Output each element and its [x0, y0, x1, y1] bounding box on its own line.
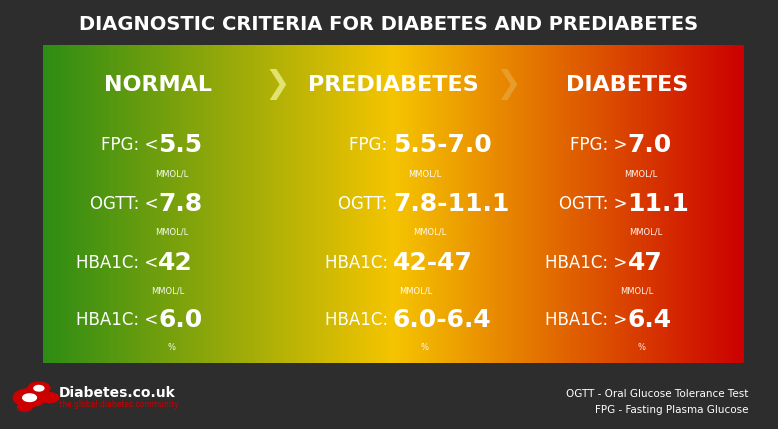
Circle shape: [34, 386, 44, 391]
Text: FPG:: FPG:: [349, 136, 393, 154]
Text: 6.0-6.4: 6.0-6.4: [393, 308, 492, 332]
Text: HBA1C: <: HBA1C: <: [76, 311, 159, 329]
Text: DIABETES: DIABETES: [566, 75, 689, 95]
Text: OGTT: <: OGTT: <: [89, 195, 159, 213]
Text: FPG: <: FPG: <: [101, 136, 159, 154]
Text: DIAGNOSTIC CRITERIA FOR DIABETES AND PREDIABETES: DIAGNOSTIC CRITERIA FOR DIABETES AND PRE…: [79, 15, 699, 33]
Text: MMOL/L: MMOL/L: [412, 228, 446, 237]
Text: 11.1: 11.1: [627, 192, 689, 216]
Text: 5.5-7.0: 5.5-7.0: [393, 133, 492, 157]
Text: MMOL/L: MMOL/L: [156, 169, 188, 178]
Text: 42: 42: [159, 251, 193, 275]
Text: Diabetes.co.uk: Diabetes.co.uk: [59, 386, 176, 399]
Text: %: %: [168, 343, 176, 352]
Circle shape: [13, 389, 46, 407]
Text: FPG - Fasting Plasma Glucose: FPG - Fasting Plasma Glucose: [595, 405, 748, 415]
Text: 7.0: 7.0: [627, 133, 671, 157]
Text: OGTT:: OGTT:: [338, 195, 393, 213]
Text: ❯: ❯: [265, 69, 290, 100]
Text: 6.0: 6.0: [159, 308, 202, 332]
Text: MMOL/L: MMOL/L: [620, 287, 654, 296]
Text: OGTT: >: OGTT: >: [559, 195, 627, 213]
Text: HBA1C: >: HBA1C: >: [545, 254, 627, 272]
Text: HBA1C: <: HBA1C: <: [76, 254, 159, 272]
Text: HBA1C:: HBA1C:: [324, 254, 393, 272]
Text: MMOL/L: MMOL/L: [408, 169, 441, 178]
Text: ❯: ❯: [496, 69, 521, 100]
Text: %: %: [637, 343, 645, 352]
Text: the global diabetes community: the global diabetes community: [59, 400, 179, 408]
Text: FPG: >: FPG: >: [570, 136, 627, 154]
Text: MMOL/L: MMOL/L: [629, 228, 662, 237]
Text: MMOL/L: MMOL/L: [399, 287, 433, 296]
Text: 7.8-11.1: 7.8-11.1: [393, 192, 510, 216]
Text: 42-47: 42-47: [393, 251, 473, 275]
Text: 5.5: 5.5: [159, 133, 202, 157]
Text: HBA1C:: HBA1C:: [324, 311, 393, 329]
Circle shape: [18, 403, 32, 411]
Text: HBA1C: >: HBA1C: >: [545, 311, 627, 329]
Circle shape: [40, 393, 59, 403]
Text: %: %: [421, 343, 429, 352]
Text: 6.4: 6.4: [627, 308, 671, 332]
Text: PREDIABETES: PREDIABETES: [307, 75, 478, 95]
Text: 47: 47: [627, 251, 662, 275]
Circle shape: [23, 394, 37, 402]
Text: NORMAL: NORMAL: [104, 75, 212, 95]
Circle shape: [28, 382, 50, 394]
Text: MMOL/L: MMOL/L: [156, 228, 188, 237]
Text: OGTT - Oral Glucose Tolerance Test: OGTT - Oral Glucose Tolerance Test: [566, 389, 748, 399]
Text: 7.8: 7.8: [159, 192, 202, 216]
Text: MMOL/L: MMOL/L: [151, 287, 184, 296]
Text: MMOL/L: MMOL/L: [625, 169, 657, 178]
